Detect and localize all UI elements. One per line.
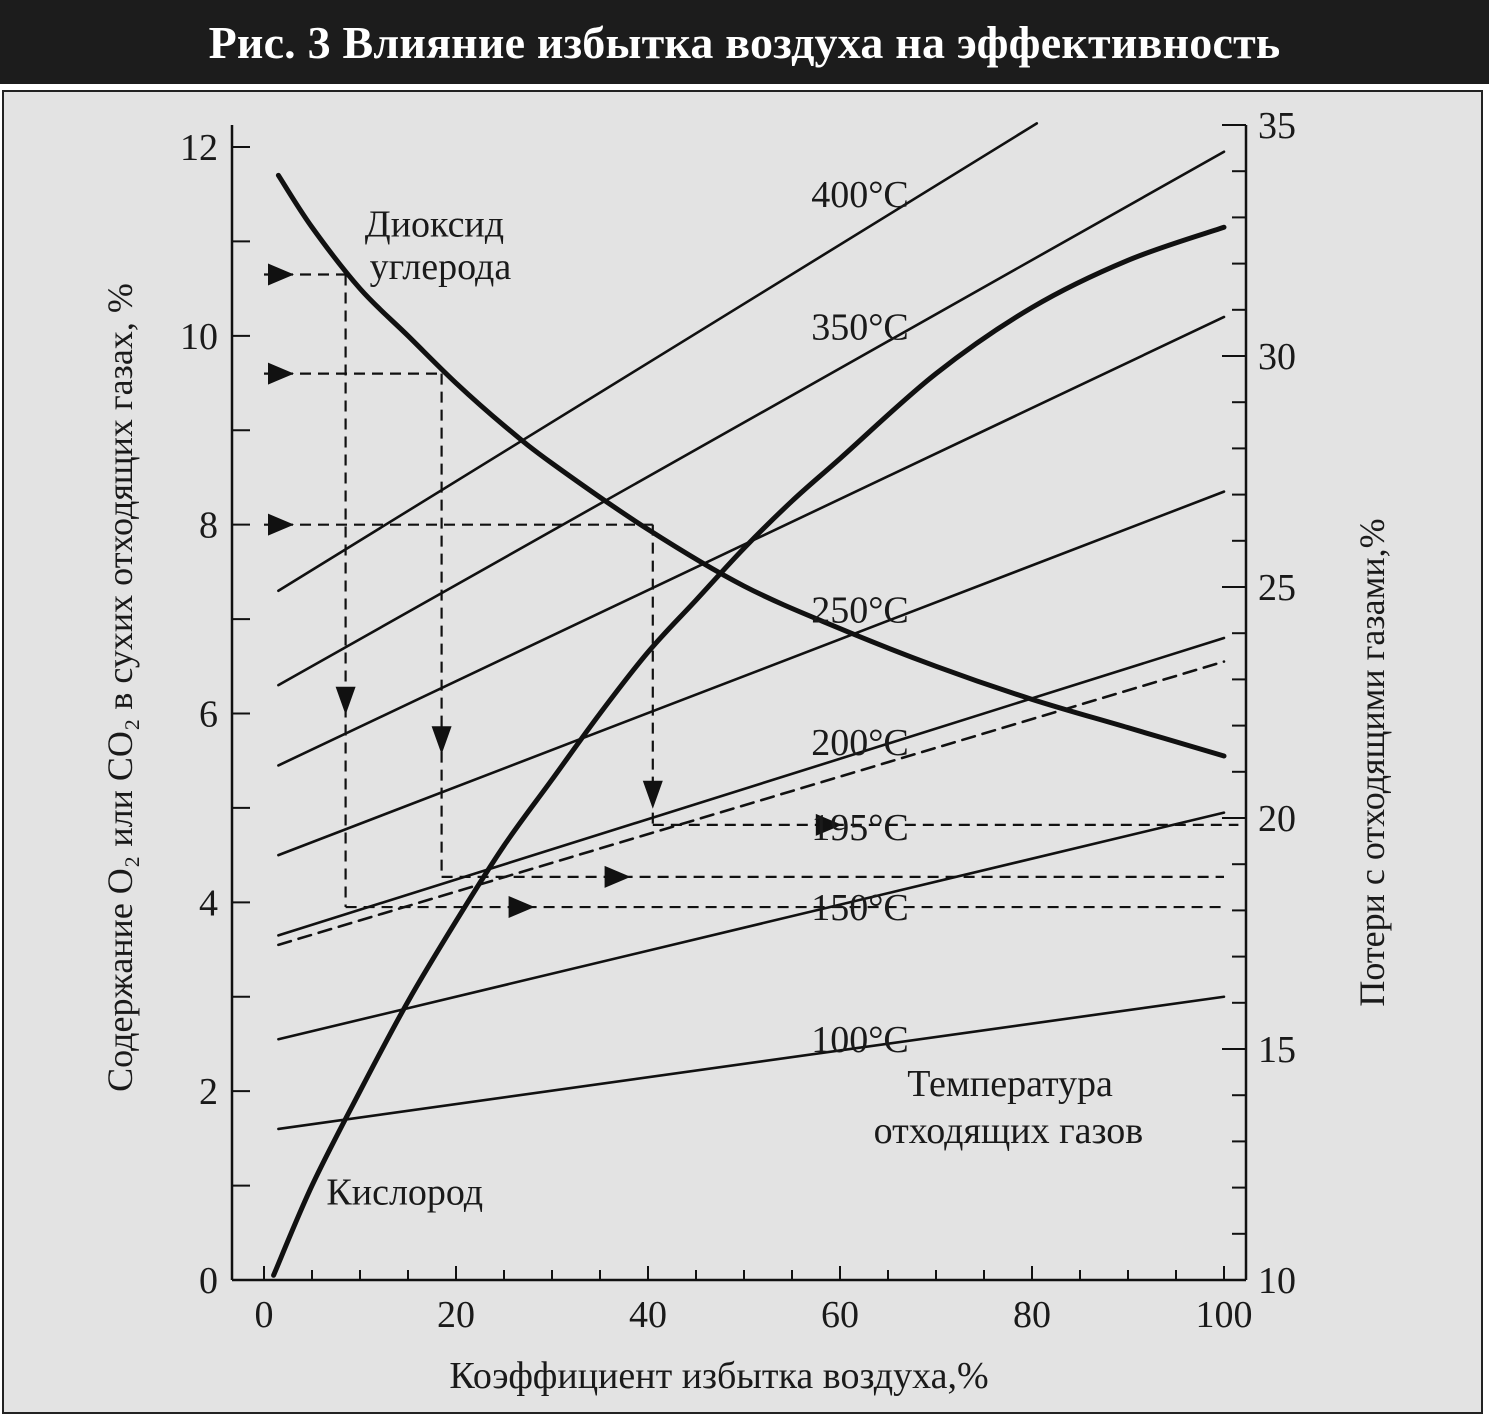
arrow-right-icon bbox=[268, 362, 294, 385]
series-line-195-c bbox=[277, 660, 1226, 947]
x-tick-label: 20 bbox=[437, 1294, 475, 1336]
y-right-tick-label: 20 bbox=[1258, 798, 1296, 840]
temperature-label: 250°C bbox=[811, 590, 909, 632]
y-right-tick-label: 15 bbox=[1258, 1029, 1296, 1071]
x-tick-label: 100 bbox=[1196, 1294, 1253, 1336]
series-line-350-c bbox=[277, 150, 1226, 687]
temperature-label: 350°C bbox=[811, 306, 909, 348]
arrow-right-icon bbox=[268, 513, 294, 536]
y-left-tick-label: 12 bbox=[180, 127, 218, 169]
co2-annotation: Диоксид bbox=[365, 204, 504, 246]
series-line-250-c bbox=[277, 490, 1226, 857]
o2-annotation: Кислород bbox=[326, 1171, 483, 1213]
series-line-400-c bbox=[277, 122, 1039, 593]
temperature-annotation: Температура bbox=[907, 1063, 1113, 1105]
y-right-axis-title: Потери с отходящими газами,% bbox=[1352, 518, 1392, 1006]
temperature-label: 400°C bbox=[811, 174, 909, 216]
y-right-tick-label: 30 bbox=[1258, 336, 1296, 378]
x-tick-label: 0 bbox=[255, 1294, 274, 1336]
temperature-label: 150°C bbox=[811, 887, 909, 929]
arrow-down-icon bbox=[431, 726, 452, 755]
temperature-label: 200°C bbox=[811, 722, 909, 764]
arrow-down-icon bbox=[642, 780, 663, 809]
y-left-tick-label: 10 bbox=[180, 316, 218, 358]
x-tick-label: 60 bbox=[821, 1294, 859, 1336]
series-line-150-c bbox=[277, 811, 1226, 1041]
x-tick-label: 80 bbox=[1013, 1294, 1051, 1336]
arrow-right-icon bbox=[508, 896, 535, 919]
figure-title: Рис. 3 Влияние избытка воздуха на эффект… bbox=[0, 0, 1489, 84]
temperature-label: 100°C bbox=[811, 1019, 909, 1061]
series-line-200-c bbox=[277, 636, 1226, 937]
arrow-right-icon bbox=[268, 263, 294, 286]
arrow-right-icon bbox=[604, 865, 631, 888]
series-line-100-c bbox=[277, 995, 1226, 1131]
co2-annotation: углерода bbox=[370, 246, 512, 288]
y-left-tick-label: 0 bbox=[199, 1260, 218, 1302]
y-right-tick-label: 25 bbox=[1258, 567, 1296, 609]
series-line-кислород bbox=[271, 224, 1227, 1278]
temperature-label: 195°C bbox=[811, 807, 909, 849]
y-right-tick-label: 10 bbox=[1258, 1260, 1296, 1302]
temperature-annotation: отходящих газов bbox=[874, 1110, 1144, 1152]
chart: 0 20 40 60 80 100 0 2 4 6 8 10 12 10 15 20 25 30 35 Коэффиц… bbox=[100, 105, 1392, 1397]
y-left-tick-label: 2 bbox=[199, 1071, 218, 1113]
y-left-tick-label: 6 bbox=[199, 694, 218, 736]
y-left-tick-label: 8 bbox=[199, 505, 218, 547]
y-left-tick-label: 4 bbox=[199, 882, 218, 924]
y-right-tick-label: 35 bbox=[1258, 105, 1296, 147]
y-left-axis-title: Содержание O₂ или CO₂ в сухих отходящих … bbox=[100, 283, 140, 1092]
x-tick-label: 40 bbox=[629, 1294, 667, 1336]
series-line-300-c bbox=[277, 315, 1226, 767]
x-axis-title: Коэффициент избытка воздуха,% bbox=[449, 1355, 988, 1397]
arrow-down-icon bbox=[335, 686, 356, 715]
arrow-right-icon bbox=[815, 813, 842, 836]
chart-panel: 0 20 40 60 80 100 0 2 4 6 8 10 12 10 15 20 25 30 35 Коэффиц… bbox=[2, 90, 1483, 1414]
